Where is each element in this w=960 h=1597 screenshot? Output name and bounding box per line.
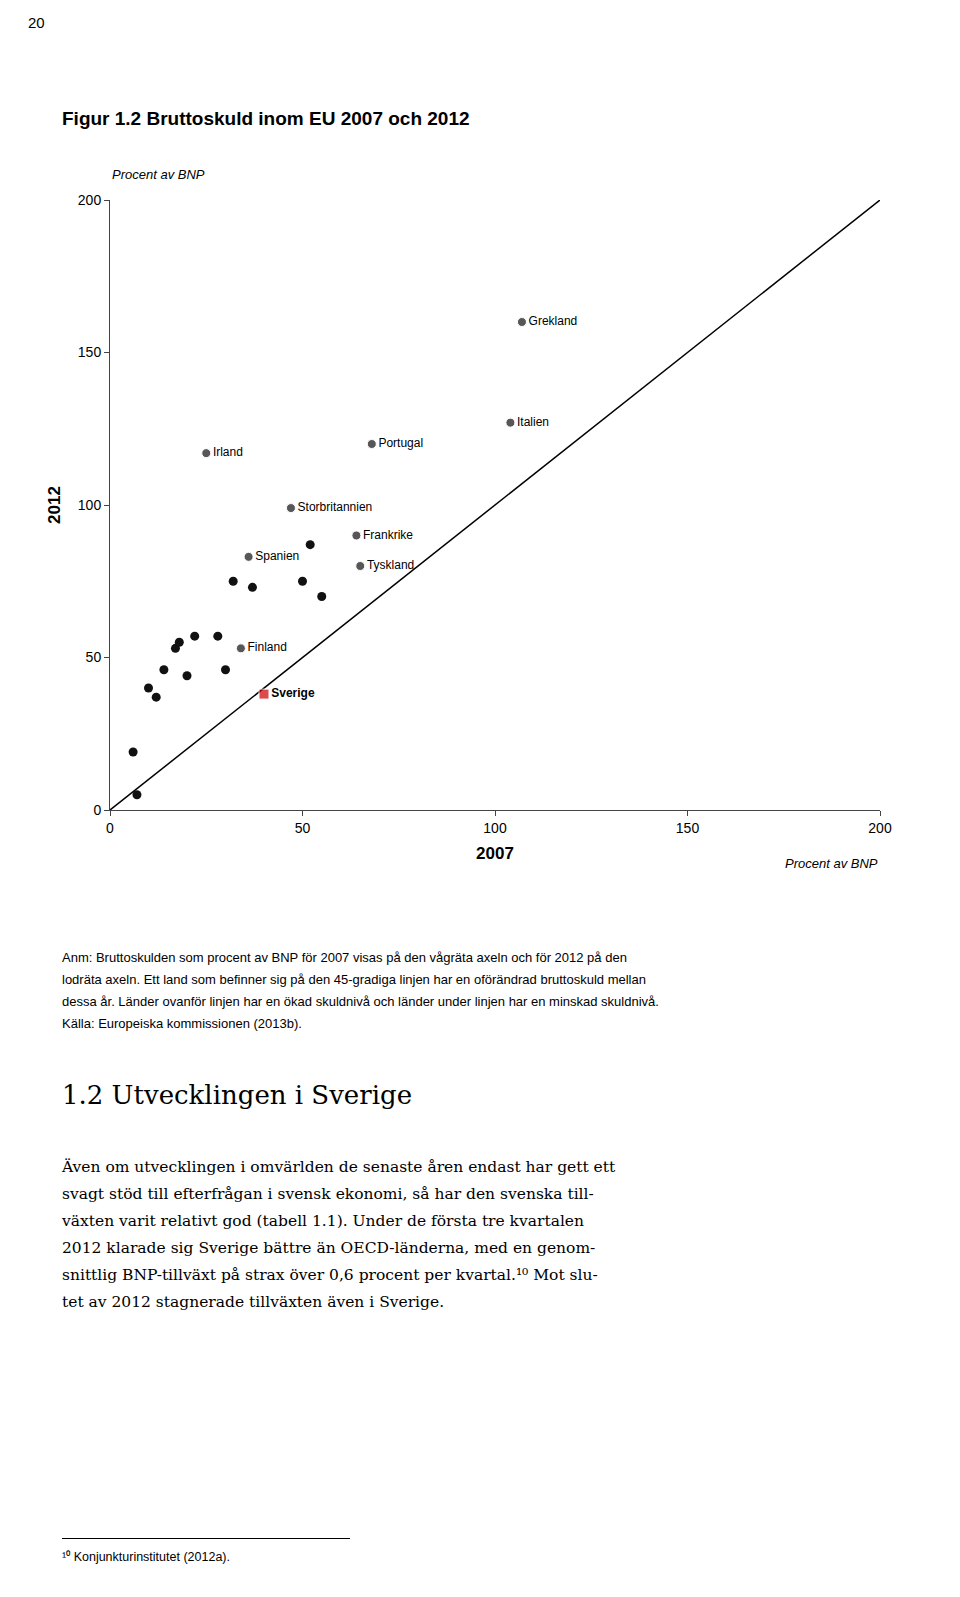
- svg-text:Grekland: Grekland: [529, 314, 578, 328]
- svg-text:100: 100: [78, 497, 102, 513]
- svg-text:200: 200: [78, 192, 102, 208]
- svg-text:Procent av BNP: Procent av BNP: [112, 167, 205, 182]
- html-text:svagt stöd till efterfrågan i: svagt stöd till efterfrågan i svensk eko…: [62, 1185, 594, 1203]
- svg-text:Procent av BNP: Procent av BNP: [785, 856, 878, 871]
- svg-text:200: 200: [868, 820, 892, 836]
- html-text:Även om utvecklingen i omvärld: Även om utvecklingen i omvärlden de sena…: [62, 1158, 616, 1176]
- html-text:Källa: Europeiska kommissionen: Källa: Europeiska kommissionen (2013b).: [62, 1016, 302, 1031]
- html-text:1.2 Utvecklingen i Sverige: 1.2 Utvecklingen i Sverige: [62, 1080, 412, 1110]
- svg-text:Finland: Finland: [248, 640, 287, 654]
- html-text:dessa år. Länder ovanför linje: dessa år. Länder ovanför linjen har en ö…: [62, 994, 659, 1009]
- html-text:lodräta axeln. Ett land som be: lodräta axeln. Ett land som befinner sig…: [62, 972, 646, 987]
- svg-text:Irland: Irland: [213, 445, 243, 459]
- svg-text:0: 0: [106, 820, 114, 836]
- svg-text:Portugal: Portugal: [378, 436, 423, 450]
- svg-text:Sverige: Sverige: [271, 686, 315, 700]
- svg-text:50: 50: [295, 820, 311, 836]
- html-text:snittlig BNP-tillväxt på strax: snittlig BNP-tillväxt på strax över 0,6 …: [62, 1266, 598, 1284]
- svg-text:2012: 2012: [45, 486, 64, 524]
- html-text:¹⁰ Konjunkturinstitutet (2012a: ¹⁰ Konjunkturinstitutet (2012a).: [62, 1550, 230, 1564]
- html-text:20: 20: [28, 14, 45, 31]
- html-text:växten varit relativt god (tab: växten varit relativt god (tabell 1.1). …: [62, 1212, 584, 1230]
- html-text:tet av 2012 stagnerade tillväx: tet av 2012 stagnerade tillväxten även i…: [62, 1293, 445, 1311]
- svg-text:Frankrike: Frankrike: [363, 528, 413, 542]
- html-text:Anm: Bruttoskulden som procent: Anm: Bruttoskulden som procent av BNP fö…: [62, 950, 627, 965]
- html-text:2012 klarade sig Sverige bättr: 2012 klarade sig Sverige bättre än OECD-…: [62, 1239, 596, 1257]
- svg-text:150: 150: [78, 344, 102, 360]
- svg-text:Figur 1.2 Bruttoskuld inom EU: Figur 1.2 Bruttoskuld inom EU 2007 och 2…: [62, 108, 470, 129]
- svg-text:Spanien: Spanien: [255, 549, 299, 563]
- svg-text:50: 50: [86, 649, 102, 665]
- svg-text:Storbritannien: Storbritannien: [298, 500, 373, 514]
- svg-text:Italien: Italien: [517, 415, 549, 429]
- svg-text:150: 150: [676, 820, 700, 836]
- svg-text:100: 100: [483, 820, 507, 836]
- svg-text:Tyskland: Tyskland: [367, 558, 414, 572]
- svg-text:0: 0: [93, 802, 101, 818]
- svg-text:2007: 2007: [476, 844, 514, 863]
